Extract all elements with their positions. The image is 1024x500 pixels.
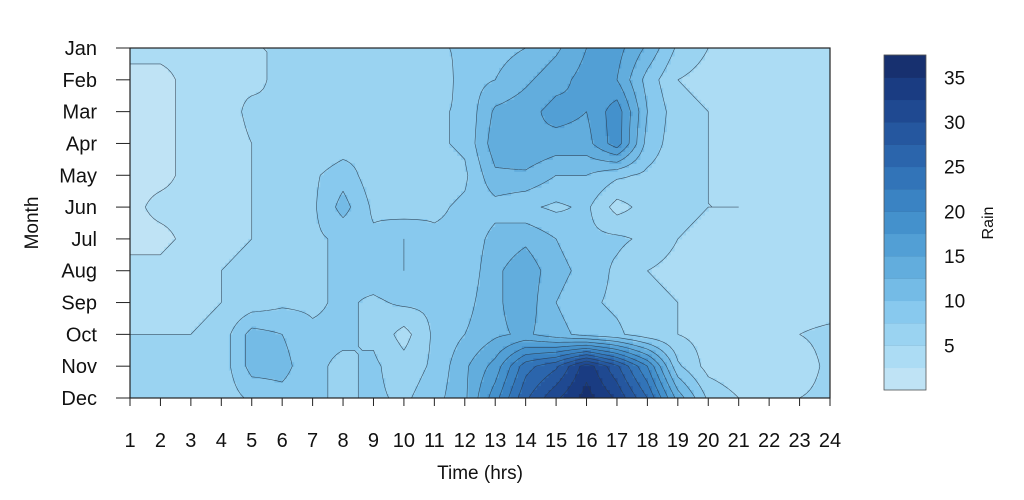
colorbar-swatch (884, 233, 926, 257)
y-tick-label: Mar (63, 102, 98, 124)
x-tick-label: 10 (393, 430, 415, 452)
y-tick-label: Apr (66, 133, 97, 155)
x-tick-label: 12 (454, 430, 476, 452)
colorbar-swatch (884, 300, 926, 324)
x-tick-label: 7 (307, 430, 318, 452)
contour-band-14 (563, 366, 614, 398)
colorbar-swatch (884, 278, 926, 302)
x-tick-label: 23 (788, 430, 810, 452)
x-tick-label: 8 (337, 430, 348, 452)
contour-line-30 (543, 360, 626, 398)
y-axis-title: Month (22, 197, 43, 250)
x-tick-label: 11 (424, 430, 445, 452)
x-tick-label: 16 (575, 430, 597, 452)
colorbar-frame (883, 54, 927, 391)
colorbar-tick-label: 35 (944, 68, 965, 89)
x-tick-label: 19 (667, 430, 689, 452)
x-tick-label: 3 (185, 430, 196, 452)
contour-line-15 (477, 48, 676, 398)
colorbar-swatch (884, 189, 926, 212)
y-tick-label: Feb (63, 70, 97, 92)
colorbar-swatch (884, 367, 926, 391)
contour-band-2 (130, 48, 830, 398)
x-tick-label: 18 (636, 430, 658, 452)
y-tick-label: Jan (65, 38, 97, 60)
colorbar-tick-label: 25 (944, 158, 965, 179)
colorbar-tick-label: 20 (944, 202, 965, 223)
colorbar: 5 10 15 20 25 30 35 (883, 54, 965, 391)
contour-band-1 (130, 63, 177, 256)
y-tick-label: Nov (61, 356, 97, 378)
x-tick-label: 4 (216, 430, 227, 452)
colorbar-swatch (884, 166, 926, 190)
x-tick-label: 17 (606, 430, 628, 452)
contour-band-13 (544, 362, 626, 398)
colorbar-tick-label: 5 (944, 336, 955, 357)
y-tick-label: Dec (61, 388, 97, 410)
x-tick-label: 15 (545, 430, 567, 452)
contour-line-20 (498, 348, 662, 398)
x-tick-label: 9 (368, 430, 379, 452)
contour-line-2.5 (130, 63, 176, 256)
colorbar-swatch (884, 345, 926, 369)
x-axis-title: Time (hrs) (437, 463, 523, 484)
plot-area (130, 48, 830, 398)
y-tick-label: Aug (61, 261, 97, 283)
y-tick-label: Sep (61, 293, 97, 315)
colorbar-tick-label: 15 (944, 247, 965, 268)
contour-line-27.5 (528, 357, 637, 398)
x-tick-label: 22 (758, 430, 780, 452)
y-tick-label: May (59, 165, 97, 187)
contour-line-32.5 (559, 363, 614, 398)
contour-line-5 (130, 48, 830, 398)
contour-band-7 (480, 48, 675, 398)
colorbar-swatch (884, 99, 926, 123)
x-tick-label: 6 (277, 430, 288, 452)
x-tick-label: 21 (728, 430, 750, 452)
contour-line-7.5 (230, 48, 707, 398)
colorbar-swatch (884, 256, 926, 279)
colorbar-swatch (884, 323, 926, 346)
colorbar-swatch (884, 144, 926, 168)
colorbar-tick-label: 30 (944, 113, 965, 134)
y-tick-label: Oct (66, 324, 98, 346)
colorbar-swatch (884, 211, 926, 235)
y-tick-label: Jun (65, 197, 97, 219)
colorbar-swatch (884, 122, 926, 145)
plot-frame (129, 47, 831, 399)
contour-band-8 (487, 99, 668, 398)
colorbar-title: Rain (980, 207, 997, 240)
contour-line-22.5 (508, 351, 655, 398)
colorbar-tick-label: 10 (944, 292, 965, 313)
colorbar-swatch (884, 55, 926, 78)
contour-band-5 (244, 48, 694, 398)
contour-line-35 (578, 381, 595, 398)
x-tick-label: 13 (484, 430, 506, 452)
contour-line-17.5 (488, 99, 669, 398)
contour-band-4 (228, 48, 706, 398)
y-tick-label: Jul (71, 229, 97, 251)
x-tick-label: 5 (246, 430, 257, 452)
x-tick-label: 2 (155, 430, 166, 452)
x-tick-label: 1 (124, 430, 135, 452)
contour-line-12.5 (466, 48, 685, 398)
colorbar-swatch (884, 77, 926, 101)
x-axis: 1 2 3 4 5 6 7 8 9 10 11 12 13 14 15 16 17 18 19 20 21 22 23 24 (124, 398, 841, 452)
x-tick-label: 14 (515, 430, 537, 452)
contour-band-15 (578, 386, 595, 398)
x-tick-label: 24 (819, 430, 841, 452)
contour-line-25 (517, 354, 648, 398)
x-tick-label: 20 (697, 430, 719, 452)
contour-line-10 (245, 48, 696, 398)
y-axis: Jan Feb Mar Apr May Jun Jul Aug Sep Oct Nov Dec (59, 38, 130, 410)
